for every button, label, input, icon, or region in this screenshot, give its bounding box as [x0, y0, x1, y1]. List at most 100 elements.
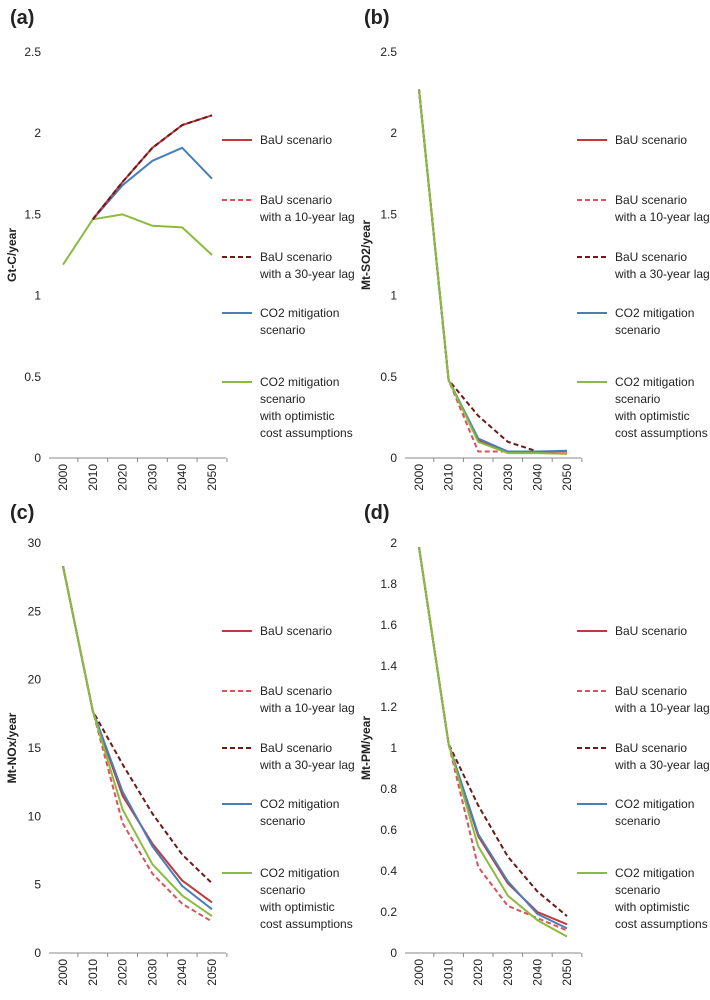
legend-text-co2: scenario: [260, 814, 306, 828]
legend-text-co2: CO2 mitigation: [615, 797, 694, 811]
x-tick-label: 2040: [530, 464, 544, 491]
x-tick-label: 2040: [175, 959, 189, 986]
legend-text-co2: CO2 mitigation: [260, 797, 339, 811]
x-tick-label: 2050: [560, 959, 574, 986]
x-tick-label: 2020: [116, 464, 130, 491]
series-line-co2opt: [418, 89, 568, 455]
legend-text-co2opt: cost assumptions: [260, 917, 353, 931]
legend-text-co2opt: CO2 mitigation: [260, 375, 339, 389]
y-tick-label: 2: [34, 126, 41, 140]
series-line-lag30: [92, 114, 213, 220]
x-tick-label: 2000: [412, 464, 426, 491]
y-tick-label: 0: [34, 451, 41, 465]
y-tick-label: 25: [28, 604, 42, 618]
legend-text-bau: BaU scenario: [260, 624, 332, 638]
y-axis-label: Mt-PM/year: [359, 716, 373, 780]
y-tick-label: 1.2: [380, 700, 397, 714]
chart-panel: (d) Mt-PM/year 0 0.2 0.4 0.6 0.8 1 1.2 1.4 1.6 1.8 2…: [359, 502, 710, 986]
y-tick-label: 2: [390, 126, 397, 140]
legend-text-lag10: BaU scenario: [260, 193, 332, 207]
y-axis-label: Mt-NOx/year: [5, 712, 19, 783]
x-tick-label: 2010: [442, 959, 456, 986]
y-tick-label: 0.4: [380, 864, 397, 878]
legend-text-co2opt: cost assumptions: [615, 917, 708, 931]
legend-text-lag30: BaU scenario: [260, 250, 332, 264]
y-tick-label: 15: [28, 741, 42, 755]
panel-label: (d): [364, 502, 390, 524]
x-tick-label: 2050: [205, 464, 219, 491]
y-axis-label: Gt-C/year: [5, 228, 19, 282]
x-tick-label: 2050: [560, 464, 574, 491]
y-tick-label: 1: [390, 289, 397, 303]
legend-text-lag30: BaU scenario: [615, 250, 687, 264]
y-tick-label: 0.2: [380, 905, 397, 919]
legend-text-lag10: BaU scenario: [615, 193, 687, 207]
legend-text-lag30: with a 30-year lag: [259, 758, 355, 772]
y-tick-label: 1.8: [380, 577, 397, 591]
x-tick-label: 2050: [205, 959, 219, 986]
series-line-co2opt: [418, 546, 568, 938]
legend-text-co2opt: scenario: [615, 392, 661, 406]
series-line-co2: [418, 89, 568, 453]
legend-text-co2opt: CO2 mitigation: [260, 866, 339, 880]
legend-text-lag10: with a 10-year lag: [614, 701, 710, 715]
x-tick-label: 2010: [86, 959, 100, 986]
x-tick-label: 2000: [56, 959, 70, 986]
y-tick-label: 1.6: [380, 618, 397, 632]
legend-text-co2opt: scenario: [260, 883, 306, 897]
y-tick-label: 10: [28, 809, 42, 823]
series-line-lag10: [92, 114, 213, 220]
series-line-lag30: [418, 546, 568, 917]
x-tick-label: 2030: [145, 464, 159, 491]
legend-text-co2opt: with optimistic: [614, 409, 690, 423]
x-tick-label: 2040: [175, 464, 189, 491]
chart-panel: (a) Gt-C/year 0 0.5 1 1.5 2 2.5 2000 2010 2020 2030…: [5, 7, 355, 491]
series-line-bau: [418, 89, 567, 453]
y-tick-label: 1.4: [380, 659, 397, 673]
legend-text-co2: CO2 mitigation: [260, 306, 339, 320]
y-tick-label: 0: [390, 451, 397, 465]
legend-text-co2: scenario: [615, 323, 661, 337]
x-tick-label: 2020: [471, 464, 485, 491]
legend-text-lag30: with a 30-year lag: [614, 758, 710, 772]
x-tick-label: 2010: [86, 464, 100, 491]
chart-panel: (b) Mt-SO2/year 0 0.5 1 1.5 2 2.5 2000 2010 2020 20…: [359, 7, 710, 491]
legend-text-co2: CO2 mitigation: [615, 306, 694, 320]
legend-text-co2: scenario: [615, 814, 661, 828]
legend-text-lag30: BaU scenario: [260, 741, 332, 755]
y-tick-label: 1.5: [24, 207, 41, 221]
x-tick-label: 2040: [530, 959, 544, 986]
x-tick-label: 2020: [471, 959, 485, 986]
series-line-lag30: [418, 89, 567, 453]
y-tick-label: 30: [28, 536, 42, 550]
legend-text-bau: BaU scenario: [615, 133, 687, 147]
chart-panel: (c) Mt-NOx/year 0 5 10 15 20 25 30 2000 2010 2020 20…: [5, 502, 355, 986]
y-tick-label: 2.5: [24, 45, 41, 59]
legend-text-lag30: BaU scenario: [615, 741, 687, 755]
legend-text-lag10: with a 10-year lag: [614, 210, 710, 224]
y-tick-label: 0: [34, 946, 41, 960]
legend-text-co2opt: scenario: [615, 883, 661, 897]
y-tick-label: 2.5: [380, 45, 397, 59]
y-tick-label: 1: [390, 741, 397, 755]
legend-text-co2opt: CO2 mitigation: [615, 375, 694, 389]
x-tick-label: 2000: [412, 959, 426, 986]
legend-text-lag10: with a 10-year lag: [259, 210, 355, 224]
legend-text-bau: BaU scenario: [260, 133, 332, 147]
legend-text-co2opt: CO2 mitigation: [615, 866, 694, 880]
series-line-co2: [62, 565, 213, 911]
series-line-lag10: [418, 546, 568, 932]
legend-text-co2opt: scenario: [260, 392, 306, 406]
legend-text-lag10: BaU scenario: [615, 684, 687, 698]
legend-text-co2: scenario: [260, 323, 306, 337]
legend-text-co2opt: with optimistic: [614, 900, 690, 914]
y-tick-label: 1: [34, 289, 41, 303]
y-tick-label: 0.5: [24, 370, 41, 384]
y-tick-label: 20: [28, 673, 42, 687]
legend-text-lag10: BaU scenario: [260, 684, 332, 698]
legend-text-co2opt: cost assumptions: [615, 426, 708, 440]
legend-text-lag30: with a 30-year lag: [614, 267, 710, 281]
series-line-lag10: [62, 565, 213, 923]
series-line-bau: [418, 546, 568, 926]
